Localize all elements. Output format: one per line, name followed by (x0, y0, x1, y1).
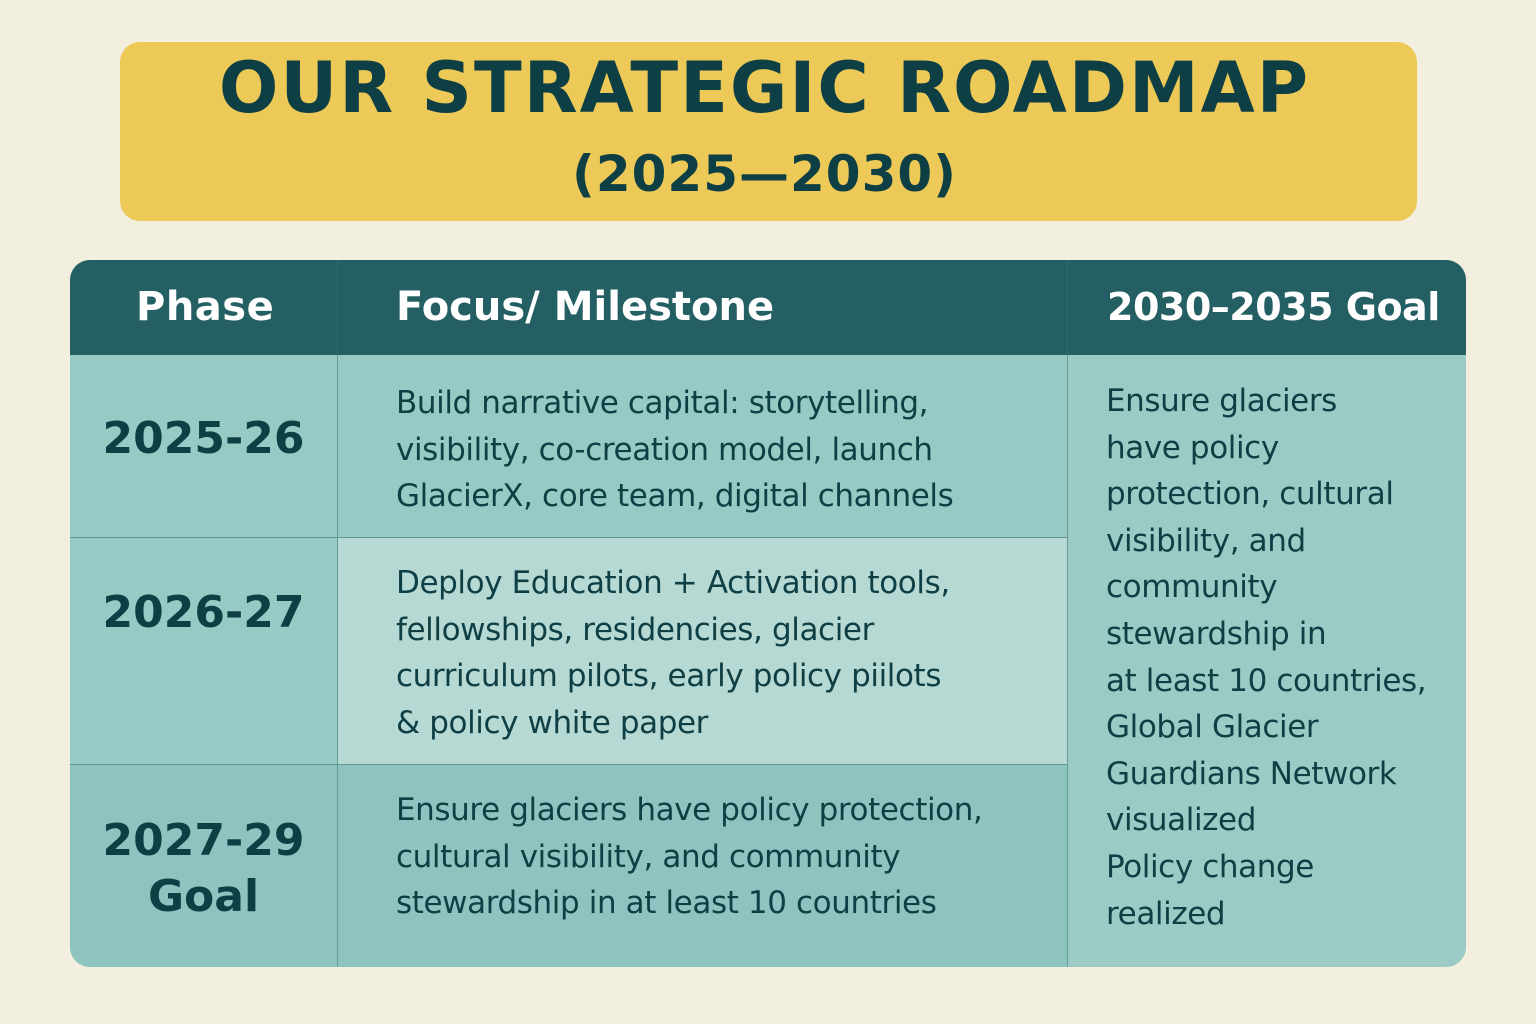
table-header-row: Phase Focus/ Milestone 2030–2035 Goal (70, 260, 1466, 355)
page-title: OUR STRATEGIC ROADMAP (218, 47, 1311, 129)
focus-text: Deploy Education + Activation tools, fel… (396, 565, 950, 741)
table-row-3-phase-cell: 2027-29 Goal (70, 765, 337, 967)
roadmap-table: Phase Focus/ Milestone 2030–2035 Goal 20… (70, 260, 1466, 967)
header-phase: Phase (136, 284, 275, 330)
table-row-3-focus-cell: Ensure glaciers have policy protection, … (338, 765, 1067, 967)
column-divider (337, 260, 338, 967)
table-row-1-focus-cell: Build narrative capital: storytelling, v… (338, 355, 1067, 537)
table-row-2-phase-cell: 2026-27 (70, 538, 337, 764)
focus-text: Build narrative capital: storytelling, v… (396, 385, 954, 514)
focus-text: Ensure glaciers have policy protection, … (396, 792, 983, 921)
column-divider (1067, 260, 1068, 967)
header-focus-milestone: Focus/ Milestone (396, 284, 775, 330)
phase-label: 2026-27 (102, 587, 305, 638)
goal-cell: Ensure glaciers have policy protection, … (1068, 355, 1466, 967)
row-divider (70, 764, 1067, 765)
phase-label: 2025-26 (102, 413, 305, 464)
page-subtitle-years: (2025—2030) (571, 145, 958, 203)
goal-text: Ensure glaciers have policy protection, … (1106, 383, 1427, 932)
table-row-1-phase-cell: 2025-26 (70, 355, 337, 537)
header-goal: 2030–2035 Goal (1107, 285, 1440, 329)
row-divider (70, 537, 1067, 538)
table-row-2-focus-cell: Deploy Education + Activation tools, fel… (338, 538, 1067, 764)
title-banner: OUR STRATEGIC ROADMAP (2025—2030) (120, 42, 1417, 221)
phase-label: 2027-29 Goal (102, 815, 305, 922)
